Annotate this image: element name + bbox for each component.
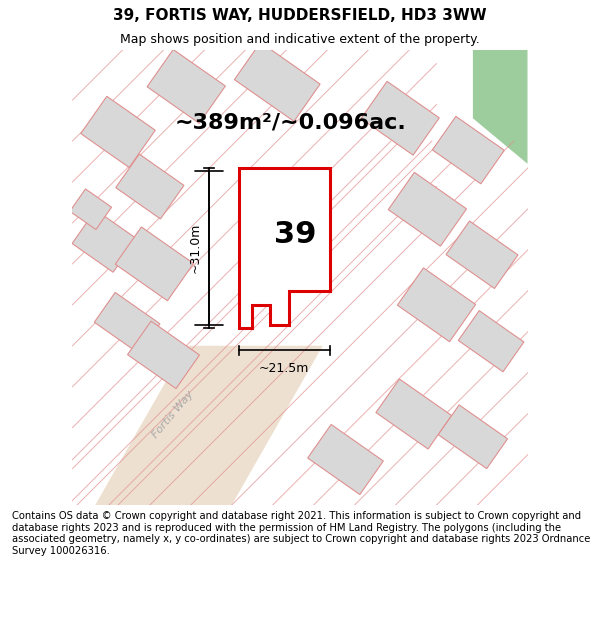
Polygon shape [458, 311, 524, 372]
Polygon shape [95, 346, 323, 505]
Polygon shape [147, 49, 226, 123]
Text: ~31.0m: ~31.0m [189, 222, 202, 273]
Polygon shape [70, 189, 112, 229]
Polygon shape [446, 221, 518, 289]
Polygon shape [433, 116, 505, 184]
Text: Contains OS data © Crown copyright and database right 2021. This information is : Contains OS data © Crown copyright and d… [12, 511, 590, 556]
Polygon shape [235, 42, 320, 121]
Text: Map shows position and indicative extent of the property.: Map shows position and indicative extent… [120, 34, 480, 46]
Polygon shape [250, 177, 325, 278]
Polygon shape [94, 292, 160, 354]
Text: Fortis Way: Fortis Way [150, 388, 195, 439]
Polygon shape [115, 227, 194, 301]
Polygon shape [116, 154, 184, 219]
Polygon shape [308, 424, 383, 494]
Text: ~21.5m: ~21.5m [259, 362, 309, 375]
Polygon shape [376, 379, 452, 449]
Text: 39, FORTIS WAY, HUDDERSFIELD, HD3 3WW: 39, FORTIS WAY, HUDDERSFIELD, HD3 3WW [113, 8, 487, 22]
Polygon shape [438, 405, 508, 469]
Polygon shape [72, 210, 137, 272]
Polygon shape [397, 268, 476, 342]
Polygon shape [128, 321, 199, 389]
Polygon shape [81, 96, 155, 168]
Polygon shape [361, 81, 439, 155]
Text: ~389m²/~0.096ac.: ~389m²/~0.096ac. [175, 112, 407, 132]
Polygon shape [388, 173, 467, 246]
Polygon shape [473, 50, 527, 164]
Text: 39: 39 [274, 220, 317, 249]
Polygon shape [239, 168, 329, 328]
